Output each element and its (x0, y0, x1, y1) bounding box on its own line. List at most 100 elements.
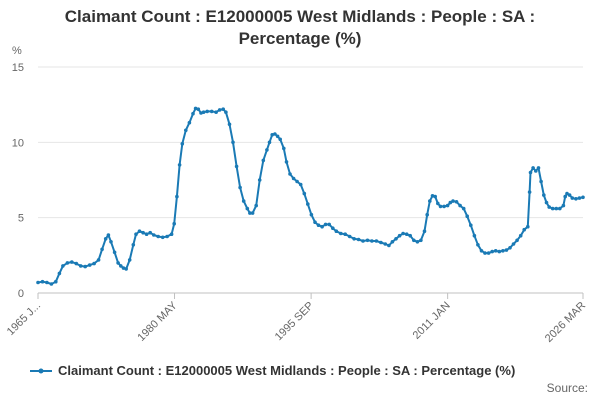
data-point (70, 260, 74, 264)
data-point (65, 261, 70, 265)
data-point (291, 176, 296, 181)
y-tick-label: 5 (18, 213, 24, 225)
x-tick-label: 2011 JAN (411, 300, 453, 342)
data-point (387, 243, 391, 248)
data-point (106, 233, 111, 237)
data-point (561, 203, 566, 208)
data-point (217, 108, 222, 112)
data-point (454, 200, 459, 204)
data-point (250, 211, 255, 215)
data-point (245, 206, 250, 211)
data-point (127, 258, 132, 262)
data-point (404, 232, 409, 236)
x-tick-label: 1980 MAY (135, 299, 180, 344)
data-point (331, 226, 335, 230)
data-point (536, 166, 541, 170)
data-point (469, 223, 473, 227)
data-point (451, 199, 455, 203)
data-point (445, 203, 450, 208)
data-point (397, 233, 402, 238)
y-axis-unit: % (12, 45, 22, 57)
data-point (490, 249, 495, 254)
legend-label: Claimant Count : E12000005 West Midlands… (58, 363, 516, 378)
data-point (550, 206, 555, 211)
data-point (209, 109, 214, 114)
x-axis: 1965 J... 1980 MAY 1995 SEP 2011 JAN 2026 MA… (5, 293, 588, 345)
data-point (547, 205, 551, 209)
data-point (401, 231, 405, 236)
data-point (347, 234, 352, 239)
data-point (278, 137, 283, 142)
data-point (461, 206, 466, 211)
data-point (458, 203, 462, 208)
data-point (214, 110, 218, 114)
data-point (374, 239, 379, 243)
data-point (567, 193, 572, 197)
y-tick-label: 0 (18, 288, 24, 300)
data-point (265, 148, 269, 152)
data-point (518, 233, 523, 238)
data-point (177, 163, 182, 167)
data-point (288, 172, 292, 176)
data-point (534, 169, 538, 173)
data-point (379, 240, 383, 245)
data-point (116, 261, 120, 265)
data-point (165, 234, 169, 239)
data-point (486, 251, 491, 255)
data-point (74, 261, 79, 266)
y-tick-label: 10 (12, 137, 24, 149)
data-point (284, 160, 289, 164)
data-point (184, 128, 188, 133)
data-point (383, 242, 388, 246)
data-point (528, 170, 533, 175)
data-point (483, 251, 487, 255)
data-point (273, 132, 277, 136)
data-point (544, 200, 549, 205)
data-point (180, 142, 185, 146)
data-point (119, 264, 123, 268)
data-point (298, 182, 303, 187)
data-point (234, 164, 239, 169)
data-point (131, 243, 136, 247)
legend[interactable]: Claimant Count : E12000005 West Midlands… (30, 363, 515, 378)
data-point (522, 227, 526, 232)
data-point (112, 250, 117, 255)
data-point (96, 258, 101, 262)
data-point (343, 232, 348, 236)
x-tick-label: 1995 SEP (273, 300, 317, 344)
data-point (40, 279, 45, 284)
data-point (320, 224, 324, 229)
gridlines (38, 66, 583, 294)
data-point (323, 222, 328, 227)
data-point (254, 203, 258, 208)
data-point (205, 109, 209, 114)
data-point (465, 214, 470, 218)
data-point (433, 194, 438, 199)
data-point (526, 224, 530, 229)
data-point (100, 247, 104, 252)
data-point (160, 235, 165, 240)
data-point (54, 279, 58, 284)
data-point (412, 238, 416, 243)
plot-area (36, 106, 585, 286)
x-tick-label: 2026 MAR (543, 300, 588, 345)
chart-title: Claimant Count : E12000005 West Midlands… (0, 6, 600, 50)
data-point (577, 196, 582, 200)
data-point (527, 190, 532, 194)
data-point (275, 134, 280, 139)
data-point (238, 185, 242, 190)
series-line (37, 107, 584, 285)
data-point (231, 140, 235, 145)
data-point (352, 237, 356, 241)
data-point (248, 211, 252, 215)
data-point (267, 140, 272, 145)
data-point (306, 202, 310, 206)
data-point (169, 232, 174, 236)
y-axis: % 0 5 10 15 (12, 45, 24, 300)
data-point (316, 223, 321, 227)
data-point (334, 229, 339, 233)
data-point (422, 229, 427, 233)
x-tick-label: 1965 J... (5, 300, 43, 338)
data-point (175, 194, 179, 199)
data-point (558, 206, 562, 211)
